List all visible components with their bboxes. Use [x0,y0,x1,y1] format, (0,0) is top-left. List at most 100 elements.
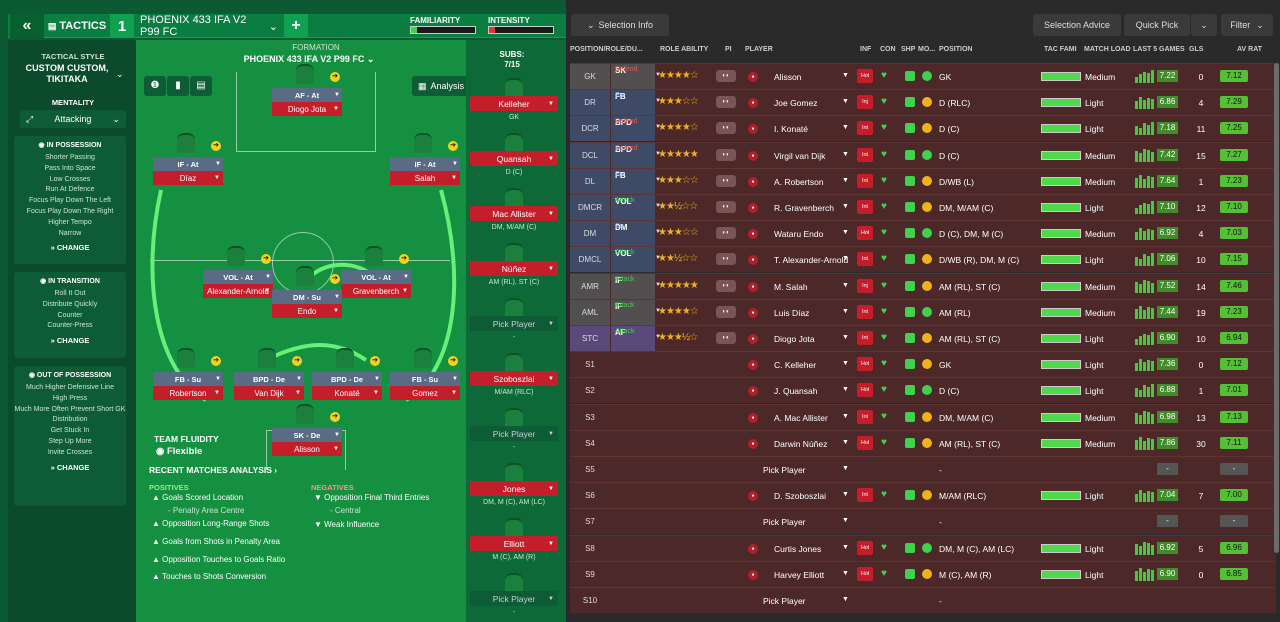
player-shirt-icon[interactable] [336,348,354,368]
player-shirt-icon[interactable] [414,133,432,153]
player-avatar[interactable]: ● [748,150,758,161]
player-selector[interactable]: Endo ▼ [272,304,342,318]
pick-player-dropdown[interactable]: Pick Player [763,596,806,606]
column-header[interactable]: AV RAT [1237,46,1263,53]
column-header[interactable]: GLS [1189,46,1204,53]
intensity-bar[interactable] [488,26,554,34]
player-shirt-icon[interactable] [505,463,523,483]
player-selector[interactable]: Alisson ▼ [272,442,342,456]
player-shirt-icon[interactable] [296,64,314,84]
chevron-down-icon[interactable]: ▼ [655,229,661,236]
player-instructions-icon[interactable]: ◐◐ [716,70,736,82]
player-avatar[interactable]: ● [748,307,758,318]
role-selector[interactable]: IF - At ▼ [390,157,460,171]
player-shirt-icon[interactable] [296,404,314,424]
analysis-button[interactable]: ▦ Analysis [412,76,470,96]
chevron-down-icon[interactable]: ▼ [842,412,849,420]
player-name[interactable]: Darwin Núñez [774,438,828,449]
player-instructions-icon[interactable]: ◐◐ [716,96,736,109]
player-avatar[interactable]: ● [748,491,758,502]
table-row[interactable]: S5 Pick Player ▼ - - - [570,456,1276,482]
sub-slot[interactable]: Kelleher ▼ GK [470,96,558,121]
role-cell[interactable]: BPD Defend [611,116,655,142]
clipboard-icon[interactable]: ▤ [190,76,212,96]
player-avatar[interactable]: ● [748,281,758,292]
chevron-down-icon[interactable]: ▼ [842,255,849,263]
chevron-down-icon[interactable]: ▼ [842,150,849,158]
chevron-down-icon[interactable]: ▼ [655,72,661,78]
player-avatar[interactable]: ● [748,229,758,240]
player-name[interactable]: Luis Díaz [774,307,810,318]
player-shirt-icon[interactable] [505,243,523,263]
role-selector[interactable]: FB - Su ▼ [390,372,460,386]
chevron-down-icon[interactable]: ▼ [655,281,661,288]
chevron-down-icon[interactable]: ▼ [842,98,849,106]
player-shirt-icon[interactable] [227,246,245,266]
selection-info-dropdown[interactable]: ⌄ Selection Info [571,14,669,36]
formation-slot[interactable]: AF - At ▼ Diogo Jota ▼ [272,88,342,116]
table-row[interactable]: S2 ● J. Quansah ▼ Hol ♥ D (C) Light 6.88 1 7.01 [570,377,1276,404]
player-name[interactable]: D. Szoboszlai [774,491,826,502]
chevron-down-icon[interactable]: ▼ [842,307,849,315]
sub-slot[interactable]: Quansah ▼ D (C) [470,151,558,176]
role-selector[interactable]: SK - De ▼ [272,428,342,442]
chevron-down-icon[interactable]: ▼ [655,255,661,262]
sub-slot[interactable]: Jones ▼ DM, M (C), AM (LC) [470,481,558,506]
chevron-down-icon[interactable]: ▼ [842,72,849,79]
info-toggle-icon[interactable]: ❶ [144,76,166,96]
player-instructions-icon[interactable]: ◐◐ [716,253,736,266]
player-instructions-icon[interactable]: ◐◐ [716,174,736,187]
player-name[interactable]: Joe Gomez [774,98,818,109]
role-cell[interactable]: BPD Defend [611,142,655,168]
tactical-style-value[interactable]: CUSTOM CUSTOM, TIKITAKA [25,63,109,84]
chevron-down-icon[interactable]: ▼ [655,98,661,105]
player-name[interactable]: Diogo Jota [774,334,815,344]
player-name[interactable]: A. Robertson [774,176,824,187]
player-shirt-icon[interactable] [505,298,523,318]
table-row[interactable]: AML IF Attack ▼ ★★★★☆ ◐◐ ● Luis Díaz ▼ Int ♥ AM (RL… [570,298,1276,325]
quick-pick-menu-button[interactable]: ⌄ [1191,14,1217,36]
chevron-down-icon[interactable]: ▼ [842,543,849,551]
player-avatar[interactable]: ● [748,72,758,82]
role-selector[interactable]: BPD - De ▼ [234,372,304,386]
mentality-dropdown[interactable]: ⤢ Attacking ⌄ [20,110,126,128]
player-avatar[interactable]: ● [748,255,758,266]
formation-slot[interactable]: FB - Su ▼ Gomez ▼ [390,372,460,400]
player-name[interactable]: Wataru Endo [774,229,824,240]
chevron-down-icon[interactable]: ▼ [842,491,849,499]
player-selector[interactable]: Konaté ▼ [312,386,382,400]
chevron-down-icon[interactable]: ▼ [842,465,849,472]
player-selector[interactable]: Díaz ▼ [153,171,223,185]
table-row[interactable]: S4 ● Darwin Núñez ▼ Hol ♥ AM (RL), ST (C) Mediu… [570,429,1276,456]
player-avatar[interactable]: ● [748,124,758,135]
player-selector[interactable]: Robertson ▼ [153,386,223,400]
formation-slot[interactable]: SK - De ▼ Alisson ▼ [272,428,342,456]
player-instructions-icon[interactable]: ◐◐ [716,201,736,213]
tactic-slot-number[interactable]: 1 [110,14,134,38]
sub-player-selector[interactable]: Szoboszlai ▼ [470,371,558,386]
table-row[interactable]: S7 Pick Player ▼ - - - [570,508,1276,535]
column-header[interactable]: LAST 5 GAMES [1133,46,1185,53]
sub-player-selector[interactable]: Jones ▼ [470,481,558,496]
player-shirt-icon[interactable] [505,78,523,98]
chevron-down-icon[interactable]: ▼ [842,124,849,132]
formation-slot[interactable]: IF - At ▼ Salah ▼ [390,157,460,185]
chevron-down-icon[interactable]: ▼ [842,596,849,603]
player-shirt-icon[interactable] [365,246,383,266]
pick-player-dropdown[interactable]: Pick Player ▼ [470,316,558,331]
chevron-down-icon[interactable]: ▼ [655,176,661,183]
player-shirt-icon[interactable] [505,518,523,538]
role-cell[interactable]: IF Attack [611,299,655,325]
player-shirt-icon[interactable] [296,266,314,286]
player-selector[interactable]: Van Dijk ▼ [234,386,304,400]
player-avatar[interactable]: ● [748,569,758,580]
player-shirt-icon[interactable] [505,133,523,153]
sub-player-selector[interactable]: Quansah ▼ [470,151,558,166]
pick-player-dropdown[interactable]: Pick Player [763,465,806,475]
role-cell[interactable]: VOL Attack [611,247,655,273]
formation-slot[interactable]: DM - Su ▼ Endo ▼ [272,290,342,318]
column-header[interactable]: SHP [901,46,916,53]
table-row[interactable]: S1 ● C. Kelleher ▼ Hol ♥ GK Light 7.36 0 7.12 [570,351,1276,378]
role-cell[interactable]: AF Attack [611,326,655,351]
table-row[interactable]: DR FB Su ▼ ★★★☆☆ ◐◐ ● Joe Gomez ▼ Inj ♥ D (RLC) Ligh… [570,89,1276,116]
